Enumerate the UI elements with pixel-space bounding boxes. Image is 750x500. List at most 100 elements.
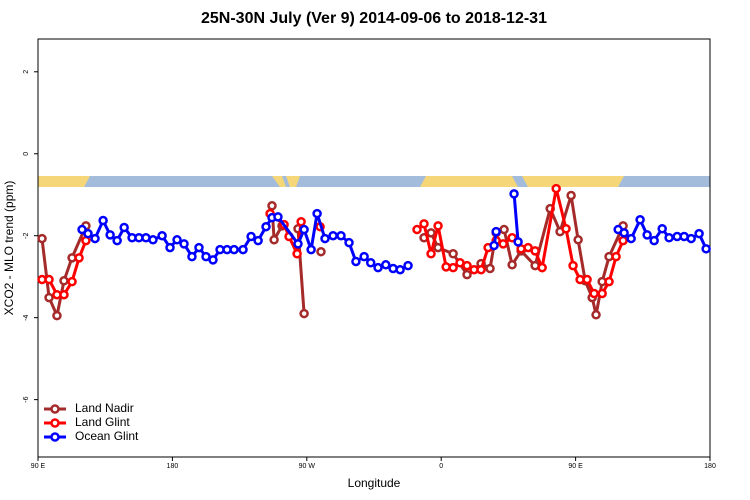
point [561, 223, 571, 234]
point [105, 230, 115, 240]
point [489, 240, 499, 251]
point [591, 310, 601, 320]
point [293, 239, 303, 249]
point [649, 235, 659, 246]
point [77, 224, 87, 235]
point [448, 262, 458, 273]
point [568, 260, 578, 271]
point [59, 276, 69, 286]
x-tick-label: 90 E [31, 463, 46, 470]
point [664, 233, 674, 243]
y-tick-label: 0 [23, 152, 30, 156]
point [44, 292, 54, 303]
point [187, 251, 197, 262]
point [165, 242, 175, 253]
land-ocean-strip [38, 176, 710, 187]
point [229, 244, 239, 255]
point [83, 228, 93, 239]
y-tick-label: -4 [23, 314, 30, 320]
point [148, 235, 158, 245]
point [172, 235, 182, 245]
point [618, 235, 628, 246]
point [476, 264, 486, 275]
y-tick-label: -6 [23, 396, 30, 402]
legend-label: Land Nadir [75, 401, 134, 415]
point [238, 244, 248, 255]
point [112, 235, 122, 246]
legend-label: Land Glint [75, 415, 130, 429]
point [320, 233, 330, 244]
point [686, 233, 696, 244]
point [507, 260, 517, 270]
legend-marker [50, 404, 60, 414]
point [90, 233, 100, 244]
point [67, 276, 77, 287]
point [292, 248, 302, 259]
point [573, 235, 583, 245]
point [523, 242, 533, 253]
point [328, 230, 338, 241]
point [157, 230, 167, 241]
point [611, 251, 621, 262]
point [344, 237, 354, 248]
point [597, 288, 607, 299]
point [267, 201, 277, 211]
point [403, 260, 413, 271]
point [306, 244, 316, 255]
point [208, 255, 218, 265]
point [635, 214, 645, 225]
point [604, 276, 614, 287]
y-tick-label: 2 [23, 70, 30, 74]
x-tick-label: 0 [439, 463, 443, 470]
point [194, 242, 204, 253]
point [462, 269, 472, 280]
point [694, 228, 704, 239]
point [626, 233, 636, 244]
land-strip [286, 176, 300, 187]
x-tick-label: 90 W [299, 463, 316, 470]
x-tick-label: 180 [167, 463, 179, 470]
legend-marker [50, 432, 60, 442]
point [373, 262, 383, 273]
point [253, 235, 263, 246]
point [381, 260, 391, 270]
point [426, 248, 436, 259]
point [491, 226, 501, 237]
point [336, 230, 346, 241]
plot-frame [37, 38, 711, 458]
point [485, 263, 495, 274]
land-strip [420, 176, 518, 187]
point [246, 231, 256, 242]
point [74, 253, 84, 263]
y-tick-label: -2 [23, 232, 30, 238]
point [365, 258, 376, 268]
point [37, 233, 47, 244]
point [507, 233, 517, 243]
series-line [42, 188, 625, 297]
point [589, 288, 599, 299]
x-tick-label: 90 E [568, 463, 583, 470]
point [273, 212, 283, 222]
land-strip [272, 176, 286, 187]
point [395, 264, 405, 275]
point [619, 228, 629, 238]
ocean-strip [38, 176, 710, 187]
point [316, 246, 326, 257]
point [179, 239, 189, 249]
y-axis-label: XCO2 - MLO trend (ppm) [2, 181, 16, 316]
point [52, 310, 62, 321]
point [566, 190, 576, 201]
legend-label: Ocean Glint [75, 429, 139, 443]
land-strip [38, 176, 90, 187]
point [419, 219, 429, 229]
point [299, 224, 309, 235]
point [201, 251, 211, 262]
point [98, 215, 108, 226]
point [498, 239, 508, 249]
point [509, 189, 519, 199]
point [351, 256, 361, 267]
point [642, 230, 652, 240]
point [426, 228, 436, 238]
point [44, 274, 54, 285]
